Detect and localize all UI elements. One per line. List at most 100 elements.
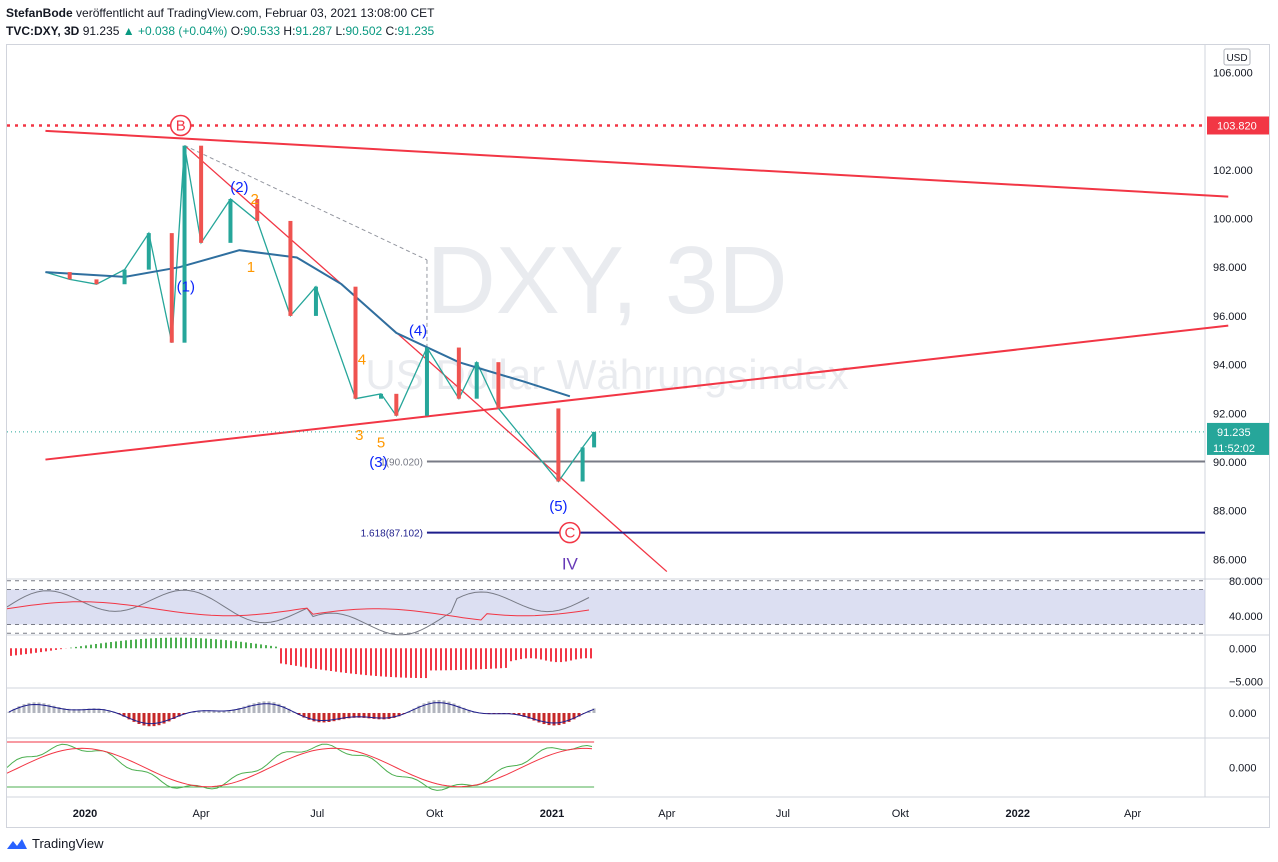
last-price: 91.235 <box>82 24 120 38</box>
wave-label: (4) <box>409 323 427 340</box>
wave-label-circle <box>169 114 192 137</box>
last-price-level-tag-label: 91.235 <box>1217 427 1251 439</box>
price-candle <box>67 272 72 280</box>
hist-tick-label: 0.000 <box>1229 643 1257 655</box>
watermark-symbol: DXY, 3D <box>426 227 787 334</box>
wave-label: 1 <box>247 259 255 276</box>
y-tick-label: 86.000 <box>1213 554 1247 566</box>
wave-label: (5) <box>549 498 567 515</box>
macd-tick-label: 0.000 <box>1229 708 1257 720</box>
x-tick-label: Okt <box>892 808 909 820</box>
price-candle <box>146 233 151 270</box>
stoch-tick-label: 0.000 <box>1229 763 1257 775</box>
y-tick-label: 90.000 <box>1213 457 1247 469</box>
wave-b-level-tag <box>1207 116 1269 135</box>
rsi-tick-label: 80.000 <box>1229 576 1263 588</box>
price-candle <box>228 199 233 243</box>
grid-group <box>7 45 1269 798</box>
publish-info: veröffentlicht auf TradingView.com, Febr… <box>76 6 435 20</box>
x-tick-label: Okt <box>426 808 443 820</box>
upper-trendline <box>45 129 1229 198</box>
price-candle <box>379 393 384 399</box>
currency-box <box>1223 48 1251 66</box>
watermark-name: US Dollar Währungsindex <box>365 351 848 398</box>
x-tick-label: Apr <box>193 808 210 820</box>
low-value: 90.502 <box>345 24 383 38</box>
wave-label: IV <box>562 554 579 573</box>
price-axis[interactable]: 106.000 102.000 100.000 98.000 96.000 94.000 9… <box>1207 48 1269 775</box>
symbol-line: TVC:DXY, 3D 91.235 ▲ +0.038 (+0.04%) O:9… <box>6 22 434 40</box>
wave-label: (2) <box>230 179 248 196</box>
rsi-signal-line <box>7 601 590 621</box>
watermark-group: DXY, 3D US Dollar Währungsindex <box>365 227 848 398</box>
currency-label: USD <box>1226 53 1247 64</box>
price-candle <box>474 362 479 399</box>
price-candle <box>496 362 501 409</box>
chart-area[interactable]: DXY, 3D US Dollar Währungsindex 1(90.020)… <box>6 44 1270 828</box>
price-candle <box>424 347 429 416</box>
y-tick-label: 102.000 <box>1213 165 1253 177</box>
wave-label: (3) <box>369 454 387 471</box>
y-tick-label: 106.000 <box>1213 67 1253 79</box>
wave-label: (1) <box>177 279 195 296</box>
wave-label: 3 <box>355 427 363 444</box>
last-price-level-tag <box>1207 422 1269 455</box>
y-tick-label: 96.000 <box>1213 311 1247 323</box>
price-candle <box>580 447 585 482</box>
y-tick-label: 92.000 <box>1213 408 1247 420</box>
wave-label-circle <box>559 521 581 544</box>
rsi-tick-label: 40.000 <box>1229 611 1263 623</box>
x-tick-label: 2020 <box>73 808 97 820</box>
price-candle <box>169 233 174 343</box>
close-label: C: <box>385 24 398 38</box>
wave-label: 2 <box>251 191 259 208</box>
price-candle <box>199 145 204 243</box>
time-axis[interactable]: 2020 Apr Jul Okt 2021 Apr Jul Okt 2022 Apr <box>73 808 1142 820</box>
close-value: 91.235 <box>397 24 435 38</box>
high-value: 91.287 <box>295 24 333 38</box>
chart-header: StefanBode veröffentlicht auf TradingVie… <box>6 4 434 40</box>
wave-label: C <box>564 525 575 542</box>
rsi-line <box>7 589 590 636</box>
wave-label: 5 <box>377 435 385 452</box>
author-name[interactable]: StefanBode <box>6 6 73 20</box>
stoch-k-line <box>7 743 593 791</box>
price-candle <box>353 286 358 399</box>
wave-labels: B (1) (2)2 1 (4) 4 3 5 (3) (5) C IV <box>169 114 581 573</box>
price-candle <box>456 347 461 399</box>
price-line <box>45 145 595 483</box>
wave-b-level-tag-label: 103.820 <box>1217 120 1257 132</box>
y-tick-label: 94.000 <box>1213 360 1247 372</box>
footer-brand[interactable]: TradingView <box>32 836 104 851</box>
y-tick-label: 88.000 <box>1213 506 1247 518</box>
footer: TradingView <box>6 836 104 851</box>
x-tick-label: Apr <box>658 808 675 820</box>
x-tick-label: Jul <box>310 808 324 820</box>
moving-average-line <box>45 249 571 398</box>
projection-dashed <box>184 144 428 261</box>
y-tick-label: 98.000 <box>1213 262 1247 274</box>
drawing-lines: 1(90.020) 1.618(87.102) <box>7 124 1229 573</box>
hist-tick-label: −5.000 <box>1229 676 1263 688</box>
price-candle <box>592 431 597 448</box>
x-tick-label: 2021 <box>540 808 564 820</box>
y-tick-label: 100.000 <box>1213 214 1253 226</box>
x-tick-label: 2022 <box>1005 808 1029 820</box>
price-candle <box>94 279 99 285</box>
price-change: ▲ +0.038 (+0.04%) <box>122 24 228 38</box>
tradingview-logo-icon[interactable] <box>6 837 28 851</box>
open-label: O: <box>230 24 244 38</box>
x-tick-label: Jul <box>776 808 790 820</box>
fib-1-level-label: 1(90.020) <box>380 458 423 469</box>
price-candle <box>182 145 187 343</box>
open-value: 90.533 <box>243 24 281 38</box>
indicator-panes <box>7 580 1205 791</box>
high-label: H: <box>283 24 296 38</box>
price-candle <box>394 393 399 416</box>
price-series <box>45 145 597 483</box>
symbol-label[interactable]: TVC:DXY, 3D <box>6 24 80 38</box>
wave-label: B <box>176 117 186 134</box>
chart-canvas[interactable]: DXY, 3D US Dollar Währungsindex 1(90.020)… <box>7 45 1270 828</box>
price-candle <box>122 269 127 285</box>
x-tick-label: Apr <box>1124 808 1141 820</box>
